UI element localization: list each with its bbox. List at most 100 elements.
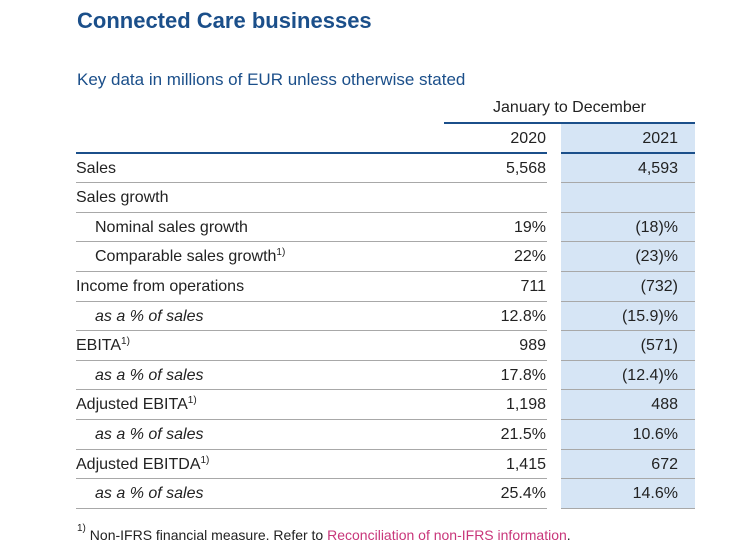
divider bbox=[76, 478, 547, 480]
table-row: Sales growth bbox=[76, 183, 695, 213]
value-2021: 10.6% bbox=[561, 419, 695, 450]
value-2021: (23)% bbox=[561, 242, 695, 272]
row-label-text: Sales growth bbox=[76, 189, 169, 207]
value-2020: 711 bbox=[520, 277, 546, 295]
value-2021 bbox=[561, 183, 695, 213]
footnote-ref: 1) bbox=[121, 336, 130, 348]
divider bbox=[76, 389, 547, 391]
divider bbox=[76, 300, 547, 302]
key-data-table: 2020 2021 Sales 5,568 4,593 Sales growth Nom… bbox=[76, 124, 695, 509]
divider bbox=[76, 211, 547, 213]
divider bbox=[561, 507, 695, 509]
row-label-text: as a % of sales bbox=[95, 307, 204, 325]
table-row: Sales 5,568 4,593 bbox=[76, 153, 695, 184]
row-label-text: Sales bbox=[76, 159, 117, 177]
row-label-text: Comparable sales growth bbox=[95, 248, 277, 266]
footnote-text: Non-IFRS financial measure. Refer to bbox=[85, 527, 328, 543]
divider bbox=[76, 241, 547, 243]
footnote-end: . bbox=[566, 527, 571, 543]
table-row: Adjusted EBITA1) 1,198 488 bbox=[76, 390, 695, 420]
value-2020: 1,415 bbox=[505, 455, 546, 473]
row-label-text: EBITA bbox=[76, 337, 122, 355]
row-label-text: as a % of sales bbox=[95, 425, 204, 443]
footnote-ref: 1) bbox=[276, 247, 286, 259]
divider bbox=[561, 211, 695, 213]
row-label-text: Adjusted EBITDA bbox=[76, 455, 201, 473]
row-label: Sales growth bbox=[76, 183, 169, 212]
divider bbox=[561, 418, 695, 420]
divider bbox=[561, 300, 695, 302]
value-2021: (732) bbox=[561, 271, 695, 302]
value-2020: 12.8% bbox=[500, 307, 546, 325]
divider bbox=[561, 151, 695, 154]
row-label: Comparable sales growth1) bbox=[95, 242, 285, 271]
row-label: Adjusted EBITA1) bbox=[76, 390, 197, 419]
table-subtitle: Key data in millions of EUR unless other… bbox=[77, 70, 466, 89]
table-row: as a % of sales 25.4% 14.6% bbox=[76, 479, 695, 509]
divider bbox=[76, 330, 547, 332]
value-2021: 14.6% bbox=[561, 479, 695, 509]
value-2020: 25.4% bbox=[500, 485, 546, 503]
table-row: as a % of sales 21.5% 10.6% bbox=[76, 419, 695, 450]
row-label-text: Income from operations bbox=[76, 277, 245, 295]
divider bbox=[76, 448, 547, 450]
divider bbox=[76, 270, 547, 272]
row-label: as a % of sales bbox=[95, 420, 204, 449]
divider bbox=[76, 418, 547, 420]
divider bbox=[76, 359, 547, 361]
divider bbox=[561, 478, 695, 480]
value-2020: 17.8% bbox=[500, 366, 546, 384]
footnote: 1) Non-IFRS financial measure. Refer to … bbox=[77, 523, 571, 543]
value-2021: 4,593 bbox=[561, 153, 695, 184]
value-2021: 672 bbox=[561, 449, 695, 480]
value-2021: 488 bbox=[561, 390, 695, 420]
row-label-text: as a % of sales bbox=[95, 485, 204, 503]
value-2021: (571) bbox=[561, 331, 695, 361]
column-header-row: 2020 2021 bbox=[76, 124, 695, 154]
row-label: as a % of sales bbox=[95, 361, 204, 390]
divider bbox=[76, 182, 547, 184]
row-label-text: Adjusted EBITA bbox=[76, 396, 188, 414]
value-2020: 1,198 bbox=[505, 396, 546, 414]
column-header-2021: 2021 bbox=[561, 124, 695, 154]
table-row: Adjusted EBITDA1) 1,415 672 bbox=[76, 449, 695, 480]
value-2021: (15.9)% bbox=[561, 301, 695, 332]
period-header: January to December bbox=[444, 96, 695, 124]
footnote-ref: 1) bbox=[200, 454, 210, 466]
divider bbox=[561, 241, 695, 243]
row-label-text: as a % of sales bbox=[95, 366, 204, 384]
footnote-ref: 1) bbox=[187, 395, 197, 407]
row-label: EBITA1) bbox=[76, 331, 130, 360]
table-row: as a % of sales 12.8% (15.9)% bbox=[76, 301, 695, 332]
row-label: as a % of sales bbox=[95, 479, 204, 508]
table-row: EBITA1) 989 (571) bbox=[76, 331, 695, 361]
row-label: Adjusted EBITDA1) bbox=[76, 450, 209, 479]
page-title: Connected Care businesses bbox=[77, 8, 372, 33]
value-2021: (18)% bbox=[561, 212, 695, 243]
value-2020: 19% bbox=[513, 218, 546, 236]
table-row: Comparable sales growth1) 22% (23)% bbox=[76, 242, 695, 272]
value-2020: 22% bbox=[513, 248, 546, 266]
divider bbox=[561, 182, 695, 184]
value-2020: 5,568 bbox=[505, 159, 546, 177]
divider bbox=[76, 507, 547, 509]
footnote-marker: 1) bbox=[77, 523, 86, 534]
row-label: Income from operations bbox=[76, 272, 244, 301]
row-label: as a % of sales bbox=[95, 302, 204, 331]
table-body: Sales 5,568 4,593 Sales growth Nominal sales… bbox=[76, 153, 695, 509]
value-2020: 989 bbox=[519, 337, 546, 355]
divider bbox=[561, 389, 695, 391]
row-label: Sales bbox=[76, 154, 116, 183]
table-row: Nominal sales growth 19% (18)% bbox=[76, 212, 695, 243]
table-row: Income from operations 711 (732) bbox=[76, 271, 695, 302]
value-2020: 21.5% bbox=[500, 425, 546, 443]
divider bbox=[76, 151, 547, 154]
column-header-2020: 2020 bbox=[510, 130, 546, 147]
row-label-text: Nominal sales growth bbox=[95, 218, 248, 236]
divider bbox=[561, 270, 695, 272]
value-2021: (12.4)% bbox=[561, 360, 695, 391]
reconciliation-link[interactable]: Reconciliation of non-IFRS information bbox=[327, 527, 567, 543]
table-row: as a % of sales 17.8% (12.4)% bbox=[76, 360, 695, 391]
divider bbox=[561, 330, 695, 332]
divider bbox=[561, 448, 695, 450]
